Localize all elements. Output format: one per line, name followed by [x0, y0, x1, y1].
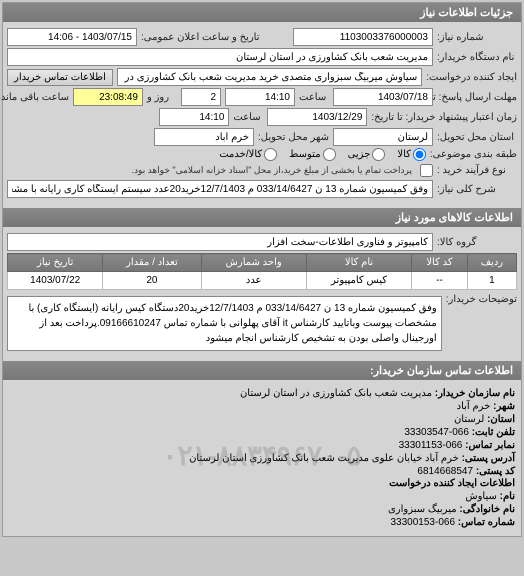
table-cell: --	[412, 272, 468, 290]
table-cell: 20	[103, 272, 201, 290]
description-label: توضیحات خریدار:	[446, 294, 517, 305]
request-no-field[interactable]	[293, 28, 433, 46]
radio-payment-label: کالا/خدمت	[219, 149, 262, 160]
process-label: نوع فرآیند خرید :	[437, 165, 517, 176]
budget-radio-group: کالا جزیی متوسط کالا/خدمت	[219, 148, 426, 161]
contact-name-label: نام:	[500, 491, 515, 502]
location-province-field[interactable]	[333, 128, 433, 146]
table-cell: کیس کامپیوتر	[306, 272, 411, 290]
radio-partial-label: جزیی	[348, 149, 371, 160]
contact-phone: 066-33303547	[404, 427, 469, 438]
time-label-1: ساعت	[299, 92, 329, 103]
group-field[interactable]	[7, 233, 433, 251]
contact-family-label: نام خانوادگی:	[459, 504, 515, 515]
contact-name: سیاوش	[465, 491, 496, 502]
subject-label: شرح کلی نیاز:	[437, 184, 517, 195]
contact-city: خرم آباد	[457, 401, 491, 412]
contact-section-title: اطلاعات تماس سازمان خریدار:	[3, 361, 521, 380]
table-cell: 1	[467, 272, 516, 290]
buyer-contact-button[interactable]: اطلاعات تماس خریدار	[7, 69, 113, 86]
location-city-label: شهر محل تحویل:	[258, 132, 329, 143]
contact-city-label: شهر:	[493, 401, 515, 412]
contact-family: میربیگ سبزواری	[388, 504, 457, 515]
location-city-field[interactable]	[154, 128, 254, 146]
validity-date-field[interactable]	[267, 108, 367, 126]
contact-postal-label: کد پستی:	[476, 466, 515, 477]
buyer-org-label: نام دستگاه خریدار:	[437, 52, 517, 63]
goods-table: ردیفکد کالانام کالاواحد شمارشتعداد / مقد…	[7, 253, 517, 290]
table-header: ردیف	[467, 254, 516, 272]
contact-province-label: استان:	[487, 414, 515, 425]
contact-postal: 6814668547	[417, 466, 473, 477]
days-label: روز و	[147, 92, 177, 103]
remain-label: ساعت باقی مانده	[7, 92, 69, 103]
contact-fax-label: نمابر تماس:	[465, 440, 515, 451]
deadline-label: مهلت ارسال پاسخ: تا	[437, 92, 517, 103]
contact-address-label: آدرس پستی:	[462, 453, 515, 464]
radio-partial[interactable]: جزیی	[348, 148, 386, 161]
location-label: استان محل تحویل:	[437, 132, 517, 143]
public-date-label: تاریخ و ساعت اعلان عمومی:	[141, 32, 260, 43]
remain-time-field	[73, 88, 143, 106]
table-header: کد کالا	[412, 254, 468, 272]
deadline-time-field[interactable]	[225, 88, 295, 106]
table-header: نام کالا	[306, 254, 411, 272]
time-label-2: ساعت	[233, 112, 263, 123]
request-no-label: شماره نیاز:	[437, 32, 517, 43]
panel-title: جزئیات اطلاعات نیاز	[3, 3, 521, 22]
contact-phone-label: تلفن ثابت:	[472, 427, 515, 438]
contact-tel: 066-33300153	[390, 517, 455, 528]
table-header: تعداد / مقدار	[103, 254, 201, 272]
radio-payment[interactable]: کالا/خدمت	[219, 148, 277, 161]
contact-address: خرم آباد خیابان علوی مدیریت شعب بانک کشا…	[189, 453, 459, 464]
radio-medium[interactable]: متوسط	[289, 148, 335, 161]
group-label: گروه کالا:	[437, 237, 517, 248]
radio-medium-label: متوسط	[289, 149, 320, 160]
subject-field[interactable]	[7, 180, 433, 198]
budget-label: طبقه بندی موضوعی:	[430, 149, 517, 160]
contact-section: نام سازمان خریدار: مدیریت شعب بانک کشاور…	[3, 380, 521, 536]
contact-org-label: نام سازمان خریدار:	[435, 388, 515, 399]
creator-label: ایجاد کننده درخواست:	[426, 72, 517, 83]
table-cell: عدد	[201, 272, 306, 290]
radio-goods[interactable]: کالا	[397, 148, 426, 161]
days-field[interactable]	[181, 88, 221, 106]
creator-field[interactable]	[117, 68, 422, 86]
description-text: وفق کمیسیون شماره 13 ن 033/14/6427 م 12/…	[7, 296, 442, 351]
payment-note: پرداخت تمام یا بخشی از مبلغ خرید،از محل …	[128, 163, 416, 178]
contact-org: مدیریت شعب بانک کشاورزی در استان لرستان	[240, 388, 432, 399]
contact-fax: 066-33301153	[399, 440, 463, 451]
deadline-date-field[interactable]	[333, 88, 433, 106]
buyer-org-field[interactable]	[7, 48, 433, 66]
goods-section-title: اطلاعات کالاهای مورد نیاز	[3, 208, 521, 227]
validity-time-field[interactable]	[159, 108, 229, 126]
contact-province: لرستان	[454, 414, 484, 425]
table-header: واحد شمارش	[201, 254, 306, 272]
creator-section-title: اطلاعات ایجاد کننده درخواست	[9, 478, 515, 489]
table-row[interactable]: 1--کیس کامپیوترعدد201403/07/22	[8, 272, 517, 290]
validity-label: زمان اعتبار پیشنهاد خریدار: تا تاریخ:	[371, 112, 517, 123]
public-date-field[interactable]	[7, 28, 137, 46]
table-cell: 1403/07/22	[8, 272, 103, 290]
radio-goods-label: کالا	[397, 149, 411, 160]
table-header: تاریخ نیاز	[8, 254, 103, 272]
payment-checkbox[interactable]	[420, 164, 433, 177]
contact-tel-label: شماره تماس:	[458, 517, 515, 528]
